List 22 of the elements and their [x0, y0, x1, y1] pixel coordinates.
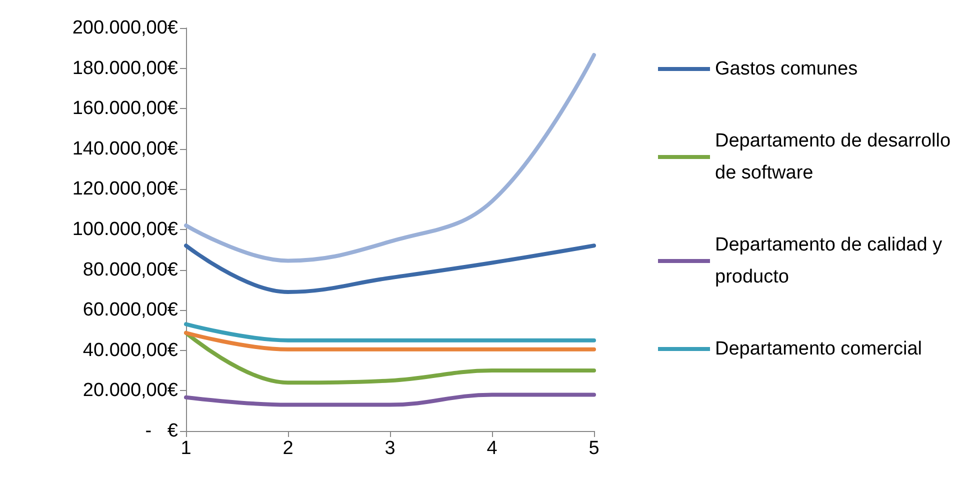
y-tick-label: 80.000,00€ — [82, 259, 178, 280]
x-tick-label: 1 — [180, 438, 192, 459]
legend-label: Departamento comercial — [715, 338, 922, 360]
y-tick-label: 60.000,00€ — [82, 300, 178, 321]
legend-label: Departamento de calidad y producto — [715, 234, 948, 288]
y-tick-label: 40.000,00€ — [82, 340, 178, 361]
legend-label: Departamento de desarrollo de software — [715, 130, 956, 184]
y-tick-label: 100.000,00€ — [72, 219, 178, 240]
y-tick-label: 20.000,00€ — [82, 380, 178, 402]
y-tick-label: 160.000,00€ — [72, 98, 178, 120]
x-tick-label: 3 — [384, 438, 396, 459]
x-tick-label: 4 — [486, 438, 498, 459]
y-tick-label: - € — [145, 420, 178, 442]
line-series — [184, 244, 596, 294]
y-tick-label: 120.000,00€ — [72, 178, 178, 200]
legend-label: Gastos comunes — [715, 58, 858, 80]
y-tick-label: 140.000,00€ — [72, 138, 178, 160]
x-tick-label: 2 — [282, 438, 294, 459]
x-tick-label: 5 — [588, 438, 600, 459]
y-tick-label: 200.000,00€ — [72, 18, 178, 38]
y-tick-label: 180.000,00€ — [72, 58, 178, 79]
line-series — [184, 53, 596, 263]
